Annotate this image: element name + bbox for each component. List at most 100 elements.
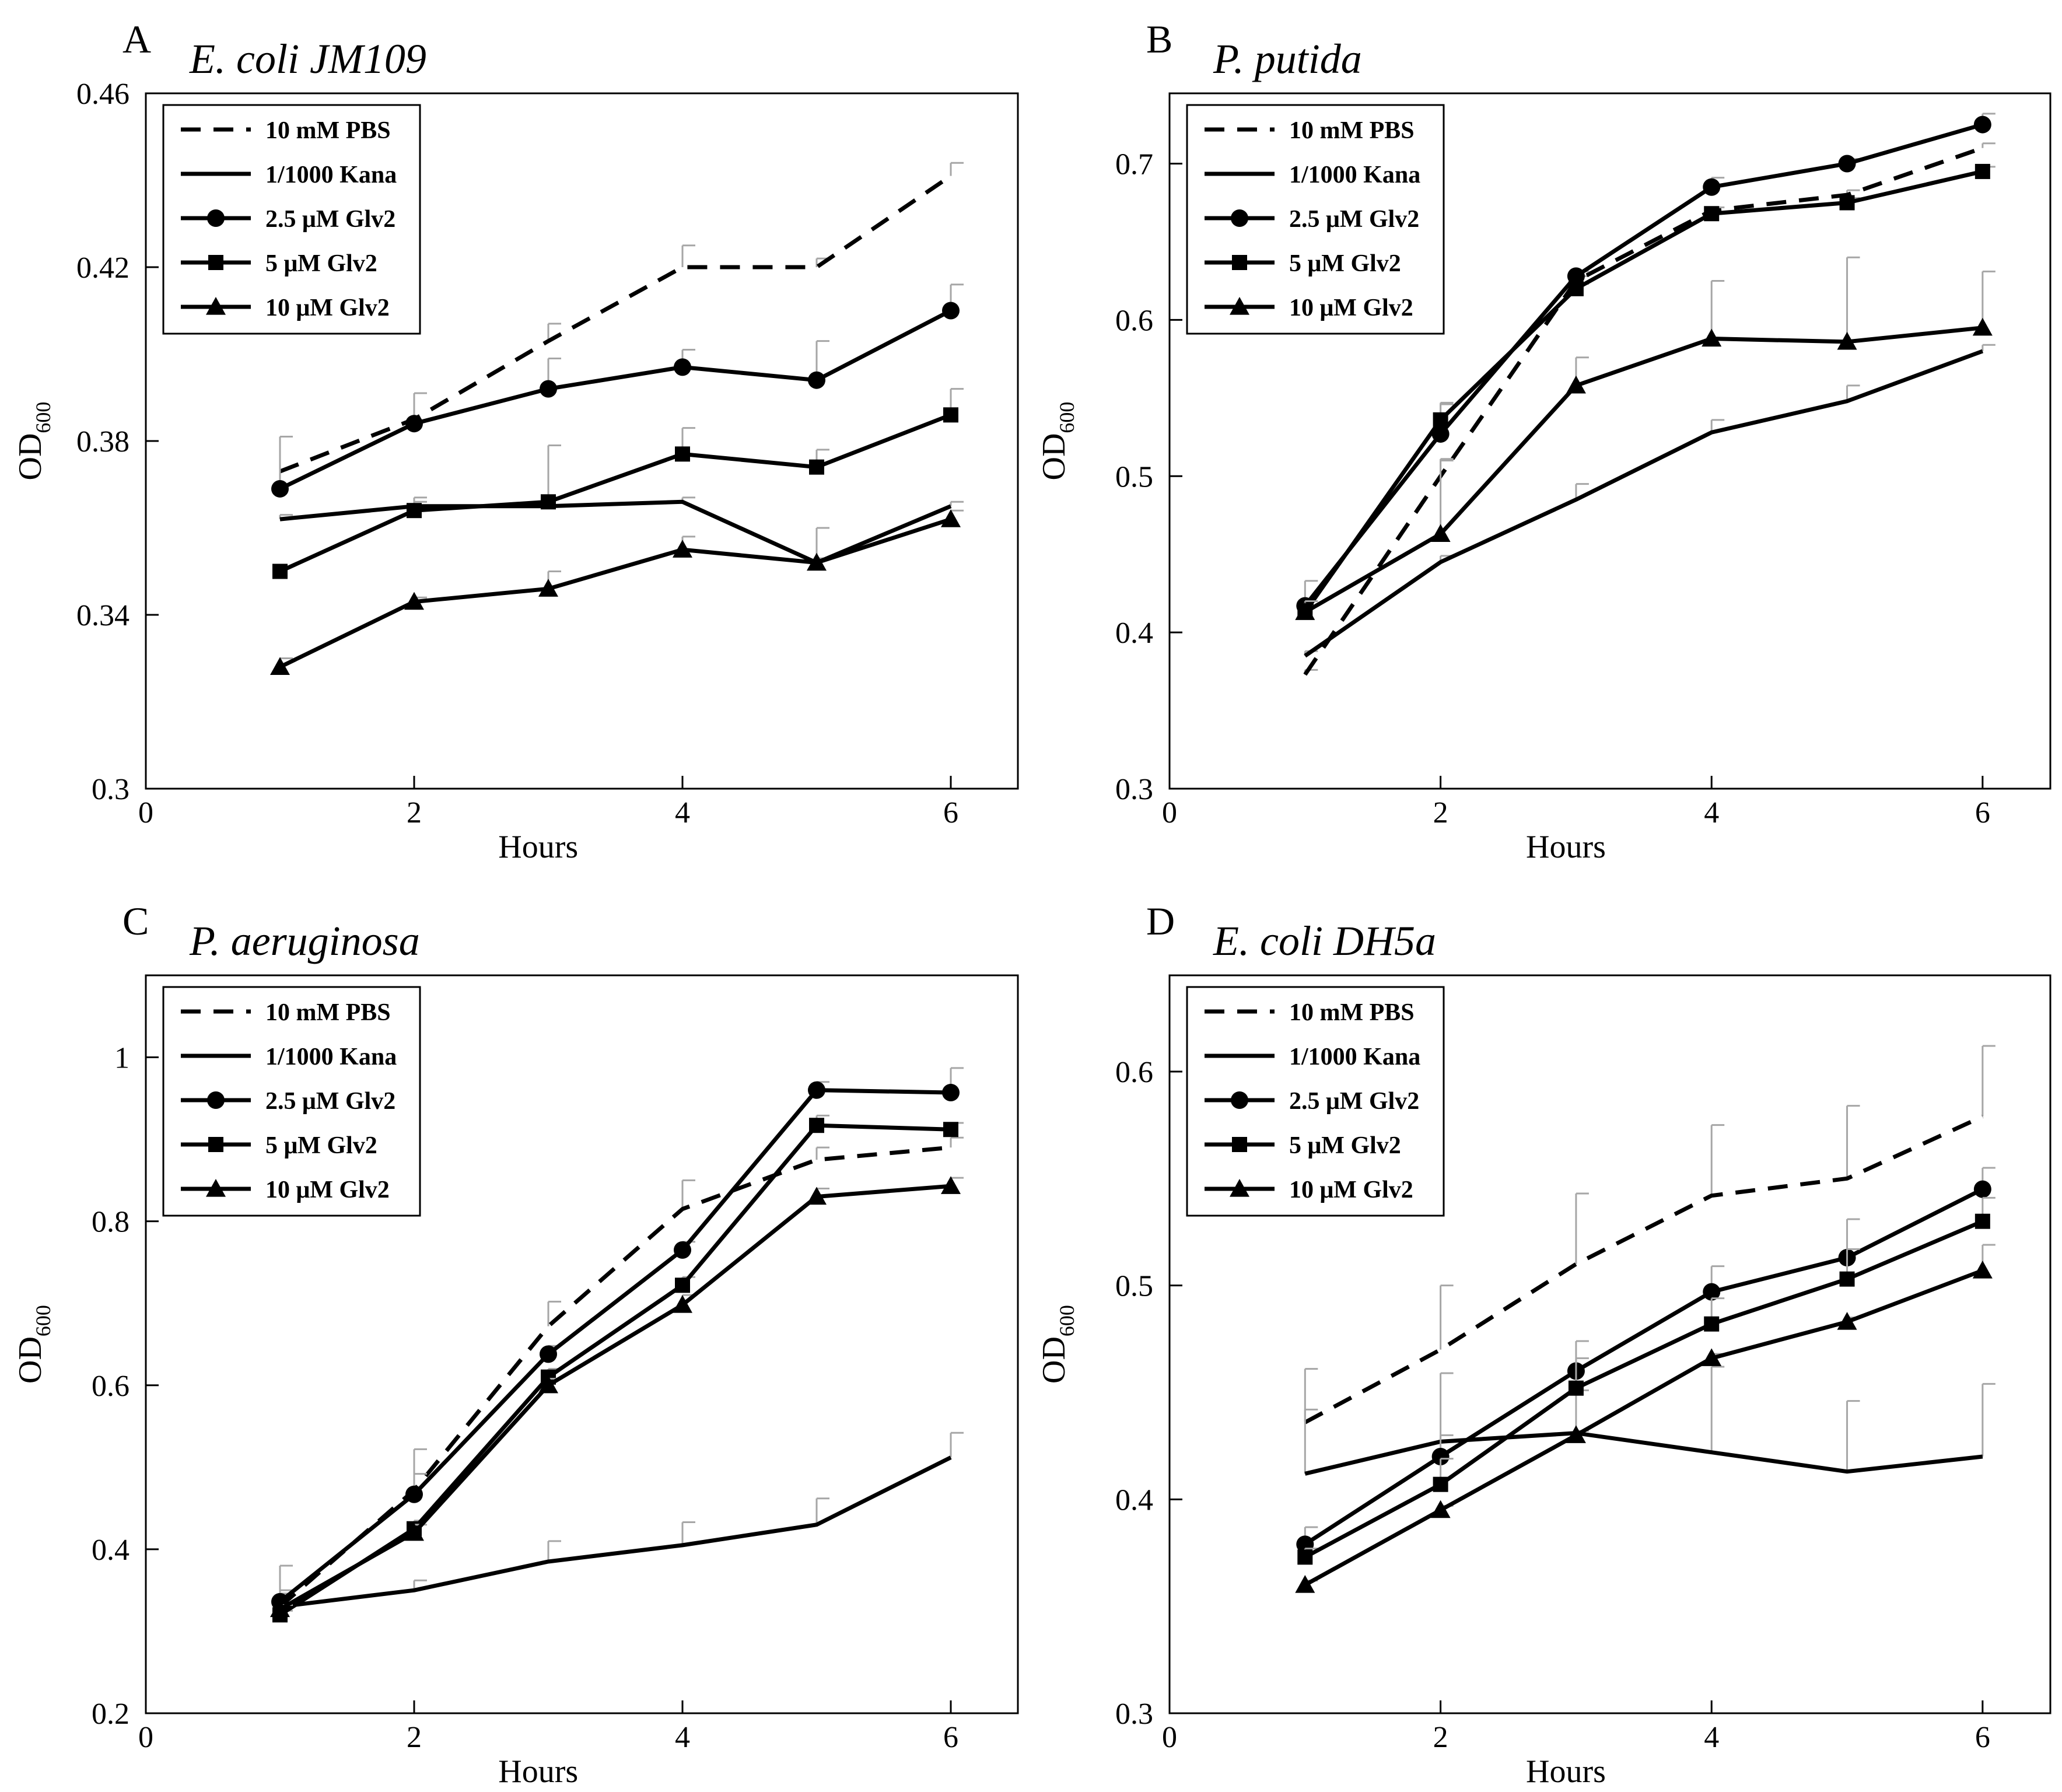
legend-marker-d-glv10 [1230, 1179, 1249, 1197]
y-axis-label-sub-d: 600 [1055, 1305, 1079, 1336]
y-tick-label-a-0: 0.3 [92, 773, 129, 806]
data-point-b-glv10-5 [1972, 317, 1993, 336]
x-axis-label-a: Hours [498, 829, 578, 865]
series-line-a-kana [279, 499, 952, 565]
data-point-a-glv25-4 [808, 371, 825, 389]
data-point-b-glv25-2 [1567, 267, 1585, 285]
series-line-a-pbs [279, 174, 952, 474]
data-point-d-glv10-2 [1566, 1425, 1586, 1443]
x-tick-label-b-2: 4 [1704, 796, 1719, 830]
y-tick-label-c-0: 0.2 [92, 1698, 129, 1731]
x-tick-label-c-0: 0 [138, 1721, 153, 1754]
data-point-b-glv5-2 [1568, 281, 1584, 296]
data-point-d-glv5-1 [1433, 1476, 1448, 1492]
y-axis-label-d: OD600 [1036, 1305, 1079, 1384]
x-tick-label-d-0: 0 [1162, 1721, 1177, 1754]
y-axis-label-a: OD600 [12, 402, 55, 481]
legend-item-b-pbs: 10 mM PBS [1205, 117, 1415, 144]
chart-panel-b: B P. putida 0 2 4 6 0.3 0.4 0.5 0.6 0.7 Hours OD600 1… [1036, 17, 2052, 865]
series-c-glv10 [270, 1176, 964, 1618]
y-tick-label-c-3: 0.8 [92, 1206, 129, 1239]
series-a-kana [279, 496, 964, 565]
series-line-d-glv5 [1304, 1219, 1984, 1559]
data-point-a-glv10-5 [941, 509, 961, 527]
legend-item-d-glv25: 2.5 μM Glv2 [1205, 1088, 1419, 1115]
y-axis-label-b: OD600 [1036, 402, 1079, 481]
legend-label-c-glv10: 10 μM Glv2 [265, 1177, 390, 1203]
panel-letter-c: C [122, 899, 149, 943]
legend-item-c-pbs: 10 mM PBS [181, 999, 391, 1026]
data-point-c-glv25-5 [942, 1083, 960, 1101]
legend-marker-c-glv25 [207, 1091, 225, 1109]
x-axis-label-c: Hours [498, 1754, 578, 1790]
data-point-a-glv10-3 [673, 540, 692, 558]
data-point-d-glv5-0 [1297, 1549, 1313, 1565]
data-point-a-glv25-5 [942, 302, 960, 320]
legend-marker-d-glv5 [1232, 1137, 1247, 1152]
chart-panel-c: C P. aeruginosa 0 2 4 6 0.2 0.4 0.6 0.8 1 Hours OD60… [12, 899, 1019, 1790]
data-point-b-glv10-4 [1837, 331, 1857, 350]
legend-label-d-glv5: 5 μM Glv2 [1289, 1132, 1401, 1159]
data-point-d-glv25-1 [1431, 1448, 1450, 1465]
legend-item-a-glv5: 5 μM Glv2 [181, 250, 377, 277]
series-line-c-glv10 [279, 1184, 951, 1611]
data-point-c-glv10-0 [270, 1599, 290, 1618]
x-tick-label-d-3: 6 [1975, 1721, 1990, 1754]
series-a-glv5 [272, 388, 964, 579]
series-line-d-kana [1304, 1431, 1983, 1476]
series-line-a-glv25 [279, 309, 952, 491]
data-point-b-glv10-3 [1702, 328, 1722, 347]
data-point-c-glv10-1 [404, 1522, 424, 1541]
data-point-b-glv25-3 [1703, 178, 1721, 196]
data-point-a-glv25-1 [405, 415, 423, 433]
data-point-a-glv10-1 [404, 592, 424, 610]
y-tick-label-b-3: 0.6 [1115, 304, 1153, 337]
legend-label-a-glv25: 2.5 μM Glv2 [265, 206, 395, 233]
y-axis-label-main-a: OD [12, 433, 48, 481]
legend-item-c-glv10: 10 μM Glv2 [181, 1177, 390, 1203]
legend-label-d-glv25: 2.5 μM Glv2 [1289, 1088, 1419, 1115]
data-point-a-glv5-5 [943, 407, 958, 423]
data-point-c-glv25-2 [540, 1345, 557, 1363]
legend-item-a-glv25: 2.5 μM Glv2 [181, 206, 395, 233]
y-tick-label-d-1: 0.4 [1115, 1483, 1153, 1517]
series-line-d-pbs [1304, 1114, 1984, 1424]
y-axis-label-main-d: OD [1036, 1336, 1072, 1384]
legend-label-a-kana: 1/1000 Kana [265, 162, 397, 188]
legend-marker-a-glv5 [208, 255, 223, 270]
data-point-a-glv5-2 [541, 494, 556, 510]
data-point-a-glv5-3 [675, 446, 690, 462]
series-line-c-glv25 [278, 1088, 951, 1604]
data-point-a-glv5-4 [809, 459, 824, 475]
x-tick-label-c-3: 6 [943, 1721, 958, 1754]
y-tick-label-d-3: 0.6 [1115, 1056, 1153, 1089]
x-axis-label-d: Hours [1526, 1754, 1606, 1790]
legend-b: 10 mM PBS 1/1000 Kana 2.5 μM Glv2 5 μM Glv2… [1186, 104, 1445, 335]
data-point-d-glv10-0 [1295, 1575, 1315, 1593]
series-d-glv10 [1295, 1244, 1996, 1593]
panel-title-d: E. coli DH5a [1213, 918, 1436, 964]
legend-marker-b-glv10 [1230, 297, 1249, 315]
legend-item-d-pbs: 10 mM PBS [1205, 999, 1415, 1026]
series-line-a-glv5 [279, 413, 952, 573]
series-b-glv25 [1296, 113, 1996, 615]
data-point-d-glv10-1 [1430, 1500, 1451, 1518]
y-tick-label-b-1: 0.4 [1115, 617, 1153, 650]
legend-item-b-glv10: 10 μM Glv2 [1205, 295, 1413, 321]
x-tick-label-b-3: 6 [1975, 796, 1990, 830]
series-b-glv5 [1297, 163, 1996, 620]
series-d-pbs [1304, 1045, 1996, 1424]
series-line-b-kana [1304, 349, 1984, 658]
x-tick-label-b-1: 2 [1433, 796, 1448, 830]
series-line-b-pbs [1303, 146, 1983, 676]
y-tick-label-a-2: 0.38 [76, 425, 129, 459]
y-tick-label-d-2: 0.5 [1115, 1270, 1153, 1303]
panel-letter-a: A [122, 17, 151, 61]
series-line-d-glv10 [1304, 1268, 1984, 1587]
x-tick-label-a-1: 2 [407, 796, 422, 830]
legend-marker-a-glv25 [207, 209, 225, 227]
legend-item-c-kana: 1/1000 Kana [181, 1044, 397, 1070]
data-point-d-glv10-4 [1837, 1312, 1857, 1330]
y-tick-label-b-4: 0.7 [1115, 148, 1153, 181]
